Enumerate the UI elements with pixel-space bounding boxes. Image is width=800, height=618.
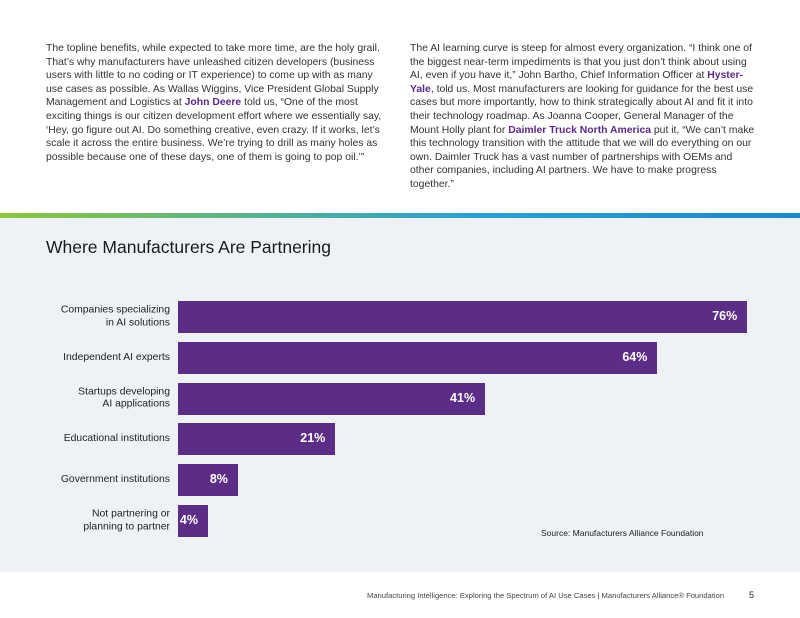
page-number: 5 <box>749 590 755 600</box>
category-label: Government institutions <box>60 473 170 485</box>
bar <box>178 301 748 333</box>
text-column: The AI learning curve is steep for almos… <box>410 42 756 192</box>
company-name: John Deere <box>184 97 242 109</box>
chart-title: Where Manufacturers Are Partnering <box>46 237 331 257</box>
value-label: 8% <box>209 472 228 487</box>
text-run: The AI learning curve is steep for almos… <box>410 43 752 82</box>
bar <box>178 423 336 456</box>
category-label: Educational institutions <box>63 433 170 445</box>
bar <box>178 341 658 374</box>
text-run: put it, “We can’t make this technology t… <box>410 124 755 190</box>
company-name: Daimler Truck North America <box>508 124 652 136</box>
footer-text: Manufacturing Intelligence: Exploring th… <box>367 591 725 600</box>
bar <box>178 382 486 415</box>
company-name: Hyster-Yale <box>410 70 744 95</box>
text-run: The topline benefits, while expected to … <box>46 43 380 109</box>
value-label: 41% <box>450 390 476 405</box>
category-label: Startups developing AI applications <box>78 386 170 410</box>
value-label: 21% <box>300 431 326 446</box>
divider <box>0 213 800 218</box>
text-run: told us, “One of the most exciting thing… <box>46 97 382 163</box>
value-label: 76% <box>712 309 738 323</box>
text-run: , told us. Most manufacturers are lookin… <box>410 83 754 136</box>
category-label: Not partnering or planning to partner <box>83 508 170 533</box>
bar <box>178 464 238 497</box>
text-column: The topline benefits, while expected to … <box>46 42 386 164</box>
value-label: 4% <box>179 513 198 527</box>
source-note: Source: Manufacturers Alliance Foundatio… <box>541 528 704 538</box>
value-label: 64% <box>622 349 648 364</box>
category-label: Companies specializing in AI solutions <box>60 304 170 329</box>
category-label: Independent AI experts <box>63 351 170 363</box>
bar <box>178 505 208 537</box>
